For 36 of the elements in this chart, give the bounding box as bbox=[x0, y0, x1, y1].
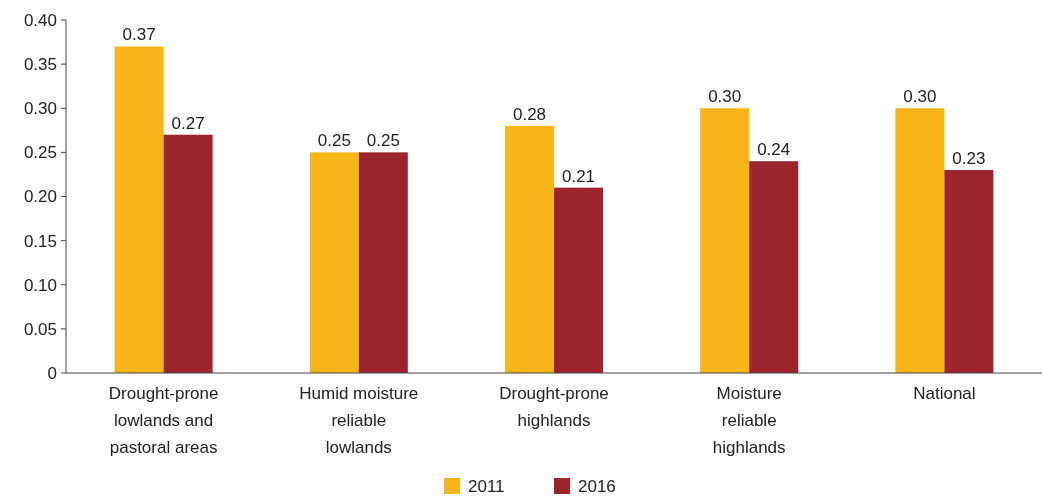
y-tick-label: 0.15 bbox=[23, 231, 57, 251]
bar bbox=[749, 161, 799, 373]
bar bbox=[505, 125, 554, 373]
data-label: 0.28 bbox=[512, 104, 547, 124]
legend-label: 2011 bbox=[468, 477, 505, 496]
y-tick-label: 0.40 bbox=[23, 10, 57, 30]
data-label: 0.25 bbox=[317, 131, 351, 151]
y-tick-label: 0.05 bbox=[23, 319, 57, 339]
x-tick-label: Drought-prone highlands bbox=[499, 384, 609, 430]
y-tick-label: 0.30 bbox=[23, 99, 57, 119]
x-tick-label: Moisture reliable highlands bbox=[712, 384, 786, 457]
x-tick-label: Drought-prone lowlands and pastoral areas bbox=[108, 384, 219, 457]
data-label: 0.27 bbox=[171, 113, 205, 133]
y-tick-label: 0.10 bbox=[23, 275, 57, 295]
bar bbox=[163, 134, 213, 373]
x-tick-label: Humid moisture reliable lowlands bbox=[299, 384, 419, 457]
legend-label: 2016 bbox=[578, 477, 616, 496]
data-label: 0.23 bbox=[952, 149, 986, 169]
bar bbox=[944, 170, 994, 373]
bar bbox=[895, 108, 945, 373]
x-tick-label: National bbox=[913, 384, 976, 403]
y-tick-label: 0.35 bbox=[23, 55, 57, 75]
bar bbox=[554, 187, 603, 373]
data-label: 0.24 bbox=[757, 140, 791, 160]
data-label: 0.30 bbox=[708, 87, 742, 107]
bar bbox=[309, 152, 359, 373]
data-label: 0.25 bbox=[366, 131, 400, 151]
y-tick-label: 0.25 bbox=[23, 143, 57, 163]
data-label: 0.21 bbox=[561, 166, 596, 186]
data-label: 0.30 bbox=[903, 87, 937, 107]
bar bbox=[358, 152, 408, 373]
y-tick-label: 0.20 bbox=[23, 187, 57, 207]
bar bbox=[700, 108, 750, 373]
y-tick-label: 0 bbox=[47, 363, 57, 383]
bar bbox=[114, 46, 164, 373]
data-label: 0.37 bbox=[122, 25, 156, 45]
